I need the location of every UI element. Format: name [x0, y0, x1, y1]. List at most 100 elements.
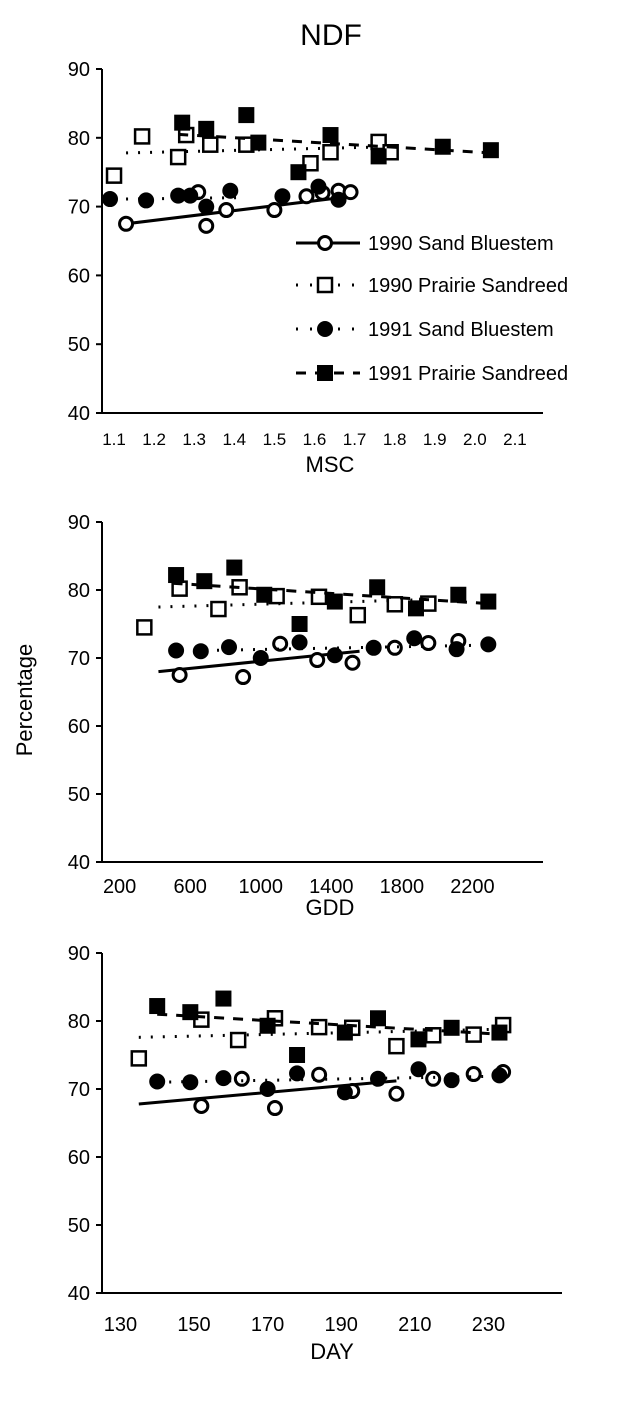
- x-tick-label: 2200: [450, 876, 495, 898]
- x-tick-label: 1.9: [423, 430, 447, 449]
- data-point: [233, 1070, 250, 1087]
- data-point: [198, 198, 215, 215]
- data-point: [491, 1067, 508, 1084]
- x-tick-label: 1.6: [303, 430, 327, 449]
- data-point: [210, 600, 227, 618]
- data-point: [170, 187, 187, 204]
- data-point: [410, 1031, 427, 1048]
- data-point: [169, 148, 187, 166]
- x-tick-label: 130: [104, 1314, 137, 1336]
- data-point: [215, 1070, 232, 1087]
- x-tick-label: 2.1: [503, 430, 527, 449]
- data-point: [226, 559, 243, 576]
- legend-label: 1991 Prairie Sandreed: [368, 363, 568, 385]
- data-point: [235, 669, 252, 686]
- data-point: [311, 1066, 328, 1083]
- data-point: [289, 1065, 306, 1082]
- x-tick-label: 1800: [380, 876, 425, 898]
- shared-y-axis-label: Percentage: [12, 644, 37, 757]
- data-point: [322, 127, 339, 144]
- x-tick-label: 1.3: [182, 430, 206, 449]
- data-point: [302, 155, 319, 172]
- x-tick-label: 170: [251, 1314, 284, 1336]
- x-tick-label: 1.8: [383, 430, 407, 449]
- legend-marker: [316, 276, 334, 294]
- data-point: [201, 136, 219, 153]
- y-tick-label: 70: [68, 648, 90, 670]
- data-point: [420, 635, 437, 652]
- data-point: [272, 635, 289, 652]
- data-point: [291, 616, 308, 632]
- data-point: [298, 188, 315, 205]
- x-tick-label: 200: [103, 876, 136, 898]
- x-tick-label: 1400: [309, 876, 354, 898]
- data-point: [259, 1017, 276, 1034]
- y-tick-label: 60: [68, 716, 90, 738]
- data-point: [443, 1019, 460, 1036]
- data-point: [259, 1081, 276, 1097]
- data-point: [215, 990, 232, 1007]
- data-point: [388, 1085, 405, 1102]
- y-tick-label: 80: [68, 1011, 90, 1033]
- data-point: [448, 641, 465, 658]
- data-point: [480, 593, 497, 610]
- data-point: [136, 619, 153, 636]
- x-tick-label: 600: [174, 876, 207, 898]
- data-point: [196, 573, 213, 590]
- legend-label: 1991 Sand Bluestem: [368, 319, 554, 341]
- y-tick-label: 90: [68, 943, 90, 965]
- series-1990-prairie-sandreed: [136, 579, 437, 636]
- data-point: [370, 1010, 386, 1027]
- y-tick-label: 40: [68, 1283, 90, 1305]
- series-1991-sand-bluestem: [102, 178, 347, 215]
- series-1991-prairie-sandreed: [168, 559, 497, 632]
- legend-item: 1991 Sand Bluestem: [296, 319, 554, 341]
- x-axis-label: DAY: [310, 1339, 354, 1364]
- data-point: [133, 128, 151, 145]
- data-point: [102, 191, 119, 208]
- legend-item: 1990 Prairie Sandreed: [296, 275, 568, 297]
- data-point: [388, 1037, 405, 1055]
- legend-item: 1991 Prairie Sandreed: [296, 363, 568, 385]
- x-tick-label: 190: [325, 1314, 358, 1336]
- chart-panel-gdd: 40 50 60 70 80 90 200 600 1000 1400 1800 2200 GDD: [68, 512, 543, 920]
- data-point: [370, 148, 387, 165]
- legend-marker: [317, 321, 333, 337]
- data-point: [174, 114, 191, 131]
- data-point: [326, 647, 343, 664]
- trend-line: [178, 132, 491, 155]
- y-tick-label: 80: [68, 580, 90, 602]
- data-point: [289, 1047, 306, 1063]
- data-point: [491, 1024, 508, 1041]
- data-point: [130, 1050, 148, 1067]
- data-point: [482, 142, 499, 159]
- x-axis-label: MSC: [306, 452, 355, 477]
- x-axis-label: GDD: [306, 895, 355, 920]
- data-point: [336, 1084, 353, 1101]
- data-point: [370, 1070, 386, 1087]
- data-point: [330, 191, 347, 208]
- data-point: [182, 187, 199, 204]
- chart-panel-msc: 40 50 60 70 80 90 1.1 1.2 1.3 1.4 1.5 1.6 1.7 1.8 1.9 2…: [68, 59, 543, 477]
- y-tick-label: 50: [68, 784, 90, 806]
- trend-line: [126, 196, 243, 201]
- y-tick-label: 70: [68, 197, 90, 219]
- data-point: [336, 1024, 353, 1041]
- y-tick-label: 60: [68, 1147, 90, 1169]
- x-tick-label: 210: [398, 1314, 431, 1336]
- figure-title: NDF: [300, 19, 362, 52]
- y-tick-label: 50: [68, 334, 90, 356]
- x-tick-label: 1.5: [263, 430, 287, 449]
- data-point: [291, 634, 308, 651]
- y-tick-label: 60: [68, 265, 90, 287]
- y-tick-label: 40: [68, 403, 90, 425]
- x-tick-label: 1.4: [222, 430, 246, 449]
- trend-line: [172, 581, 489, 606]
- data-point: [342, 184, 359, 201]
- data-point: [309, 652, 326, 669]
- data-point: [465, 1066, 482, 1083]
- data-point: [149, 998, 166, 1015]
- data-point: [386, 596, 404, 613]
- x-tick-label: 2.0: [463, 430, 487, 449]
